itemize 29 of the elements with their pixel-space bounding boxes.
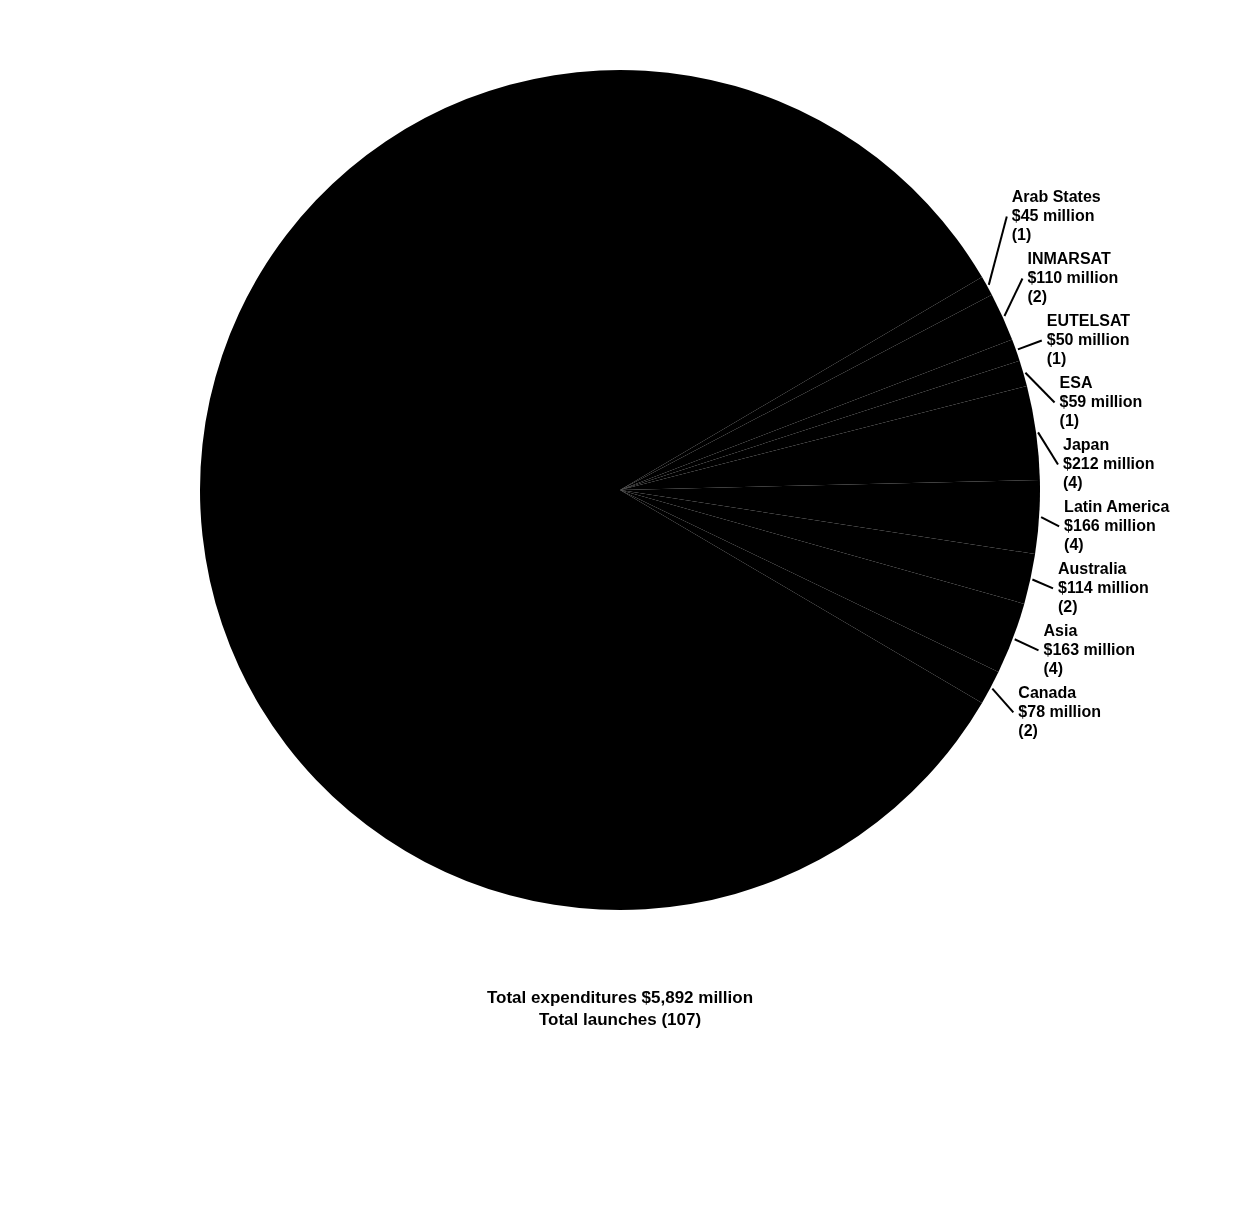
data-label: $212 million — [1063, 455, 1155, 473]
text: (1) — [1059, 412, 1080, 430]
data-label: $110 million — [1027, 269, 1119, 287]
text: Total expenditures $5,892 million — [486, 988, 754, 1007]
text: (2) — [1027, 288, 1048, 306]
data-label: $163 million — [1043, 641, 1136, 659]
slice-label: Australia — [1058, 560, 1127, 578]
text: (4) — [1064, 536, 1084, 554]
text: (1) — [1046, 350, 1067, 368]
text: (4) — [1043, 660, 1064, 678]
text: Total launches (107) — [538, 1010, 702, 1029]
slice-label: Latin America — [1064, 498, 1170, 516]
slice-label: EUTELSAT — [1046, 312, 1131, 330]
text: (4) — [1063, 474, 1083, 492]
slice-label: Canada — [1018, 684, 1077, 702]
text: (2) — [1018, 722, 1038, 740]
slice-label: Asia — [1043, 622, 1078, 640]
slice-label: ESA — [1059, 374, 1093, 392]
slice-label: Japan — [1063, 436, 1110, 454]
slice-label: Arab States — [1011, 188, 1101, 206]
data-label: $45 million — [1011, 207, 1095, 225]
text: (1) — [1011, 226, 1032, 244]
data-label: $166 million — [1064, 517, 1156, 535]
slice-label: INMARSAT — [1027, 250, 1111, 268]
data-label: $59 million — [1059, 393, 1143, 411]
data-label: $78 million — [1018, 703, 1102, 721]
text: (2) — [1058, 598, 1078, 616]
data-label: $50 million — [1046, 331, 1130, 349]
data-label: $114 million — [1058, 579, 1149, 597]
